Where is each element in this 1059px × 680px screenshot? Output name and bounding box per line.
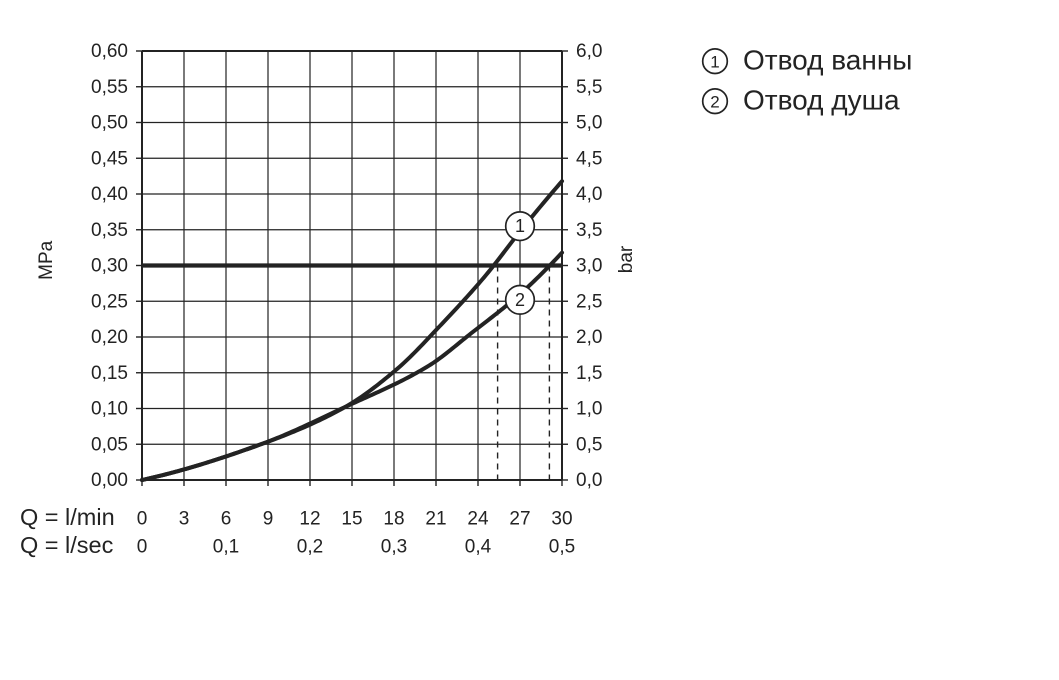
svg-text:0,5: 0,5 bbox=[576, 434, 602, 455]
svg-text:Отвод ванны: Отвод ванны bbox=[743, 45, 912, 76]
svg-text:3,5: 3,5 bbox=[576, 220, 602, 241]
svg-text:0,60: 0,60 bbox=[91, 41, 128, 62]
svg-text:4,5: 4,5 bbox=[576, 148, 602, 169]
svg-text:0,10: 0,10 bbox=[91, 399, 128, 420]
svg-text:9: 9 bbox=[263, 509, 274, 530]
svg-text:0,05: 0,05 bbox=[91, 434, 128, 455]
svg-text:2,0: 2,0 bbox=[576, 327, 602, 348]
svg-text:6: 6 bbox=[221, 509, 232, 530]
svg-text:0,00: 0,00 bbox=[91, 470, 128, 491]
svg-text:0,55: 0,55 bbox=[91, 77, 128, 98]
svg-text:21: 21 bbox=[425, 509, 446, 530]
svg-text:MPa: MPa bbox=[36, 240, 57, 280]
svg-text:0,3: 0,3 bbox=[381, 537, 407, 558]
svg-text:0,5: 0,5 bbox=[549, 537, 575, 558]
svg-text:0,35: 0,35 bbox=[91, 220, 128, 241]
svg-text:24: 24 bbox=[467, 509, 489, 530]
svg-text:1: 1 bbox=[710, 53, 719, 72]
svg-text:0: 0 bbox=[137, 509, 148, 530]
svg-text:12: 12 bbox=[299, 509, 320, 530]
svg-text:0,30: 0,30 bbox=[91, 256, 128, 277]
svg-text:6,0: 6,0 bbox=[576, 41, 602, 62]
svg-text:5,5: 5,5 bbox=[576, 77, 602, 98]
svg-text:0,50: 0,50 bbox=[91, 113, 128, 134]
svg-text:2: 2 bbox=[515, 290, 525, 310]
svg-text:0,45: 0,45 bbox=[91, 148, 128, 169]
svg-text:0,4: 0,4 bbox=[465, 537, 492, 558]
svg-text:15: 15 bbox=[341, 509, 362, 530]
svg-text:27: 27 bbox=[509, 509, 530, 530]
svg-text:Q = l/sec: Q = l/sec bbox=[20, 532, 114, 558]
svg-text:5,0: 5,0 bbox=[576, 113, 602, 134]
svg-text:1,0: 1,0 bbox=[576, 399, 602, 420]
svg-text:0,40: 0,40 bbox=[91, 184, 128, 205]
svg-text:1: 1 bbox=[515, 216, 525, 236]
svg-text:1,5: 1,5 bbox=[576, 363, 602, 384]
svg-text:0,20: 0,20 bbox=[91, 327, 128, 348]
svg-text:18: 18 bbox=[383, 509, 404, 530]
svg-text:bar: bar bbox=[616, 245, 637, 273]
svg-text:0,25: 0,25 bbox=[91, 291, 128, 312]
svg-text:0,15: 0,15 bbox=[91, 363, 128, 384]
svg-text:0,1: 0,1 bbox=[213, 537, 239, 558]
svg-text:Q = l/min: Q = l/min bbox=[20, 504, 115, 530]
svg-text:3: 3 bbox=[179, 509, 190, 530]
svg-text:2: 2 bbox=[710, 93, 719, 112]
svg-text:3,0: 3,0 bbox=[576, 256, 602, 277]
svg-text:2,5: 2,5 bbox=[576, 291, 602, 312]
svg-text:0,0: 0,0 bbox=[576, 470, 602, 491]
svg-text:0: 0 bbox=[137, 537, 148, 558]
svg-text:0,2: 0,2 bbox=[297, 537, 323, 558]
svg-text:Отвод душа: Отвод душа bbox=[743, 85, 900, 116]
svg-text:30: 30 bbox=[551, 509, 572, 530]
svg-text:4,0: 4,0 bbox=[576, 184, 602, 205]
